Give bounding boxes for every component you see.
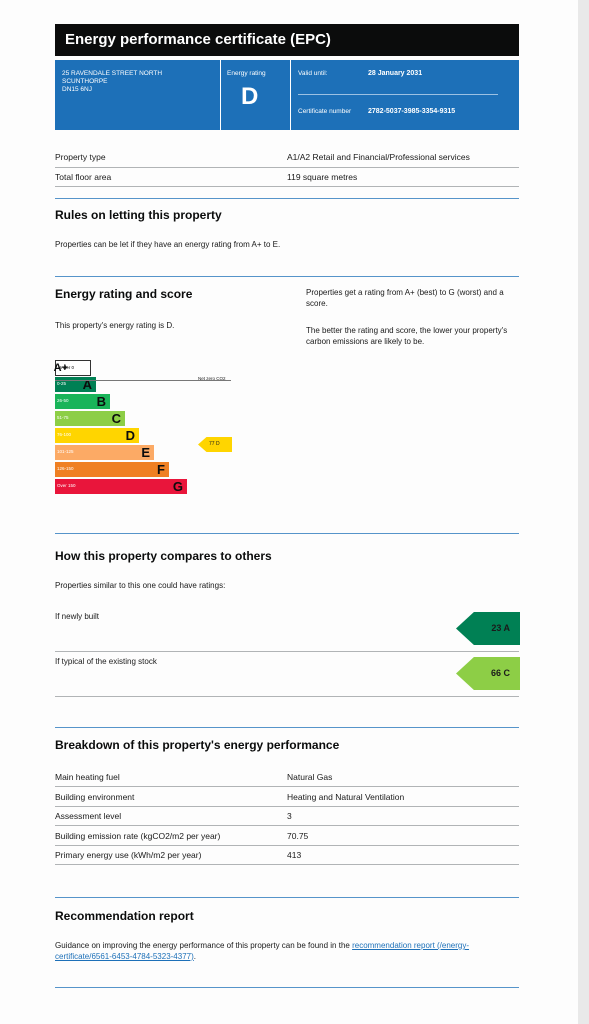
band-letter: A+ (53, 362, 68, 374)
section-divider (55, 727, 519, 728)
address-line: Scunthorpe (62, 78, 108, 85)
address-line: 25 Ravendale Street North (62, 70, 163, 77)
newly-built-rating: 23 A (456, 612, 520, 645)
breakdown-value: 413 (287, 850, 302, 860)
band-range: 26-50 (57, 398, 69, 403)
floor-area-label: Total floor area (55, 172, 112, 182)
breakdown-heading: Breakdown of this property's energy perf… (55, 738, 340, 752)
newly-built-label: If newly built (55, 612, 100, 621)
rating-band-d: 76-100 D (55, 428, 139, 443)
band-range: 76-100 (57, 432, 72, 437)
rating-band-e: 101-125 E (55, 445, 154, 460)
divider (55, 844, 519, 846)
breakdown-value: Natural Gas (287, 772, 333, 782)
address-line: DN15 6NJ (62, 86, 92, 93)
divider (55, 186, 519, 187)
section-divider (55, 897, 519, 898)
band-letter: G (172, 479, 183, 494)
compare-intro: Properties similar to this one could hav… (55, 581, 226, 590)
band-letter: D (125, 428, 135, 443)
breakdown-label: Main heating fuel (55, 772, 120, 782)
band-range: 126-150 (57, 466, 74, 471)
band-range: 0-25 (57, 381, 67, 386)
rating-explanation: Properties get a rating from A+ (best) t… (306, 288, 504, 308)
divider (290, 60, 291, 130)
floor-area-value: 119 square metres (287, 172, 358, 182)
typical-stock-rating: 66 C (456, 657, 520, 690)
breakdown-label: Primary energy use (kWh/m2 per year) (55, 850, 202, 860)
property-address: 25 Ravendale Street North Scunthorpe DN1… (62, 70, 212, 94)
typical-stock-value: 66 C (490, 668, 510, 678)
breakdown-value: 70.75 (287, 830, 309, 841)
divider (55, 805, 519, 807)
divider (298, 94, 498, 95)
breakdown-value: 3 (287, 811, 292, 821)
recommendation-heading: Recommendation report (55, 909, 194, 923)
section-divider (55, 276, 519, 277)
energy-rating-label: Energy rating (227, 70, 266, 77)
divider (55, 651, 519, 652)
band-letter: C (111, 411, 121, 426)
breakdown-label: Assessment level (55, 811, 122, 821)
property-type-value: A1/A2 Retail and Financial/Professional … (287, 152, 470, 162)
divider (55, 696, 519, 697)
divider (55, 825, 519, 826)
divider (220, 60, 221, 130)
rating-band-c: 51-75 C (55, 411, 125, 426)
letting-text: Properties can be let if they have an en… (55, 240, 281, 249)
recommendation-text: Guidance on improving the energy perform… (55, 940, 519, 962)
band-letter: E (141, 445, 150, 460)
band-letter: F (157, 462, 165, 477)
current-score-marker: 77 D (198, 437, 232, 452)
sentence-end: . (193, 952, 196, 961)
net-zero-label: Net zero CO2 (198, 376, 226, 381)
rating-band-b: 26-50 B (55, 394, 110, 409)
band-range: 51-75 (57, 415, 69, 420)
typical-stock-label: If typical of the existing stock (55, 657, 157, 666)
newly-built-value: 23 A (491, 623, 510, 633)
letting-heading: Rules on letting this property (55, 208, 222, 222)
page-edge (578, 0, 589, 1024)
certificate-number-label: Certificate number (298, 108, 352, 115)
compare-heading: How this property compares to others (55, 549, 272, 563)
recommendation-intro: Guidance on improving the energy perform… (55, 941, 350, 950)
divider (55, 167, 519, 168)
band-range: 101-125 (57, 449, 74, 454)
rating-band-g: Over 150 G (55, 479, 187, 494)
band-range: Over 150 (57, 483, 76, 488)
section-divider (55, 198, 519, 199)
energy-rating-text: This property's energy rating is D. (55, 321, 175, 330)
certificate-number-value: 2782-5037-3985-3354-9315 (368, 108, 456, 115)
rating-explanation-2: The better the rating and score, the low… (306, 326, 508, 346)
breakdown-label: Building emission rate (kgCO2/m2 per yea… (55, 830, 221, 841)
valid-until-label: Valid until: (298, 70, 328, 77)
property-type-label: Property type (55, 152, 106, 162)
breakdown-label: Building environment (55, 791, 135, 802)
section-divider (55, 987, 519, 988)
divider (55, 864, 519, 865)
rating-band-a-plus: Under 0 A+ (53, 360, 91, 376)
band-range: Under 0 (58, 365, 75, 370)
energy-rating-value: D (241, 83, 259, 110)
recommendation-report-link[interactable]: recommendation report (/energy-certifica… (55, 941, 470, 961)
band-letter: A (82, 377, 92, 392)
divider (55, 786, 519, 787)
net-zero-line (55, 380, 231, 381)
energy-rating-heading: Energy rating and score (55, 287, 193, 301)
section-divider (55, 533, 519, 534)
page-title: Energy performance certificate (EPC) (55, 24, 519, 56)
valid-until-value: 28 January 2031 (368, 70, 423, 77)
band-letter: B (96, 394, 106, 409)
breakdown-value: Heating and Natural Ventilation (287, 791, 405, 802)
summary-panel: 25 Ravendale Street North Scunthorpe DN1… (55, 60, 519, 130)
rating-band-f: 126-150 F (55, 462, 169, 477)
